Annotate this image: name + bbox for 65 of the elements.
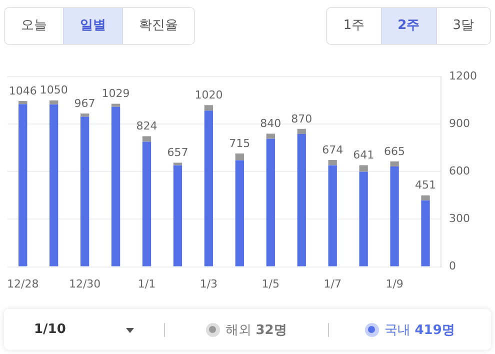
x-tick-label: 1/3 [200, 277, 218, 290]
text: 1/10 [34, 322, 66, 337]
bar [421, 200, 430, 266]
text: 419명 [414, 322, 455, 338]
text: 확진율 [122, 8, 194, 44]
total-label: 641 [353, 148, 374, 162]
y-tick-label: 900 [449, 117, 470, 130]
total-label: 1020 [194, 88, 223, 102]
x-tick-label: 1/7 [324, 277, 342, 290]
text: 오늘 [5, 8, 63, 44]
y-tick-label: 1200 [449, 69, 478, 82]
total-label: 824 [136, 120, 158, 133]
bar [111, 106, 120, 266]
total-label: 967 [74, 96, 96, 110]
y-tick-label: 0 [449, 260, 456, 273]
text: 32명 [256, 322, 287, 338]
legend-label: 국내 [384, 322, 411, 338]
total-label: 674 [322, 143, 344, 156]
total-label: 665 [384, 144, 406, 158]
bar [390, 166, 399, 266]
total-label: 1046 [8, 84, 37, 98]
text: 일별 [63, 8, 122, 44]
total-label: 840 [260, 117, 282, 130]
bar [18, 101, 28, 104]
bar [142, 142, 152, 266]
bar [173, 165, 182, 266]
bar [235, 160, 244, 266]
bar [297, 134, 306, 266]
bar [359, 172, 368, 266]
y-tick-label: 300 [449, 212, 470, 226]
bar [204, 110, 214, 266]
bar [266, 138, 275, 266]
bar [204, 105, 214, 111]
text: 1주 [327, 8, 381, 44]
bar [297, 128, 306, 134]
bar [266, 134, 275, 139]
total-label: 657 [167, 146, 188, 160]
total-label: 870 [291, 112, 312, 126]
bar [111, 104, 120, 107]
bar [328, 160, 337, 166]
legend-label: 해외 [226, 322, 252, 338]
bar [235, 153, 244, 160]
x-tick-label: 1/9 [386, 277, 404, 290]
bar [49, 100, 58, 104]
bar [173, 162, 182, 166]
bar [421, 195, 430, 200]
bar [390, 161, 399, 166]
bar [142, 136, 152, 142]
x-tick-label: 1/5 [262, 277, 280, 290]
total-label: 451 [415, 178, 436, 192]
x-tick-label: 12/28 [7, 277, 39, 290]
bar [359, 165, 368, 172]
text: 2주 [380, 8, 436, 44]
total-label: 715 [229, 136, 250, 150]
x-tick-label: 1/1 [138, 277, 156, 290]
bar [18, 104, 28, 266]
bar [49, 104, 58, 266]
bar [80, 116, 90, 266]
bar [328, 165, 337, 266]
text: 3달 [436, 8, 490, 44]
total-label: 1029 [102, 87, 130, 100]
total-label: 1050 [40, 84, 68, 97]
y-tick-label: 600 [449, 164, 470, 178]
bar [80, 114, 90, 117]
x-tick-label: 12/30 [68, 277, 101, 290]
